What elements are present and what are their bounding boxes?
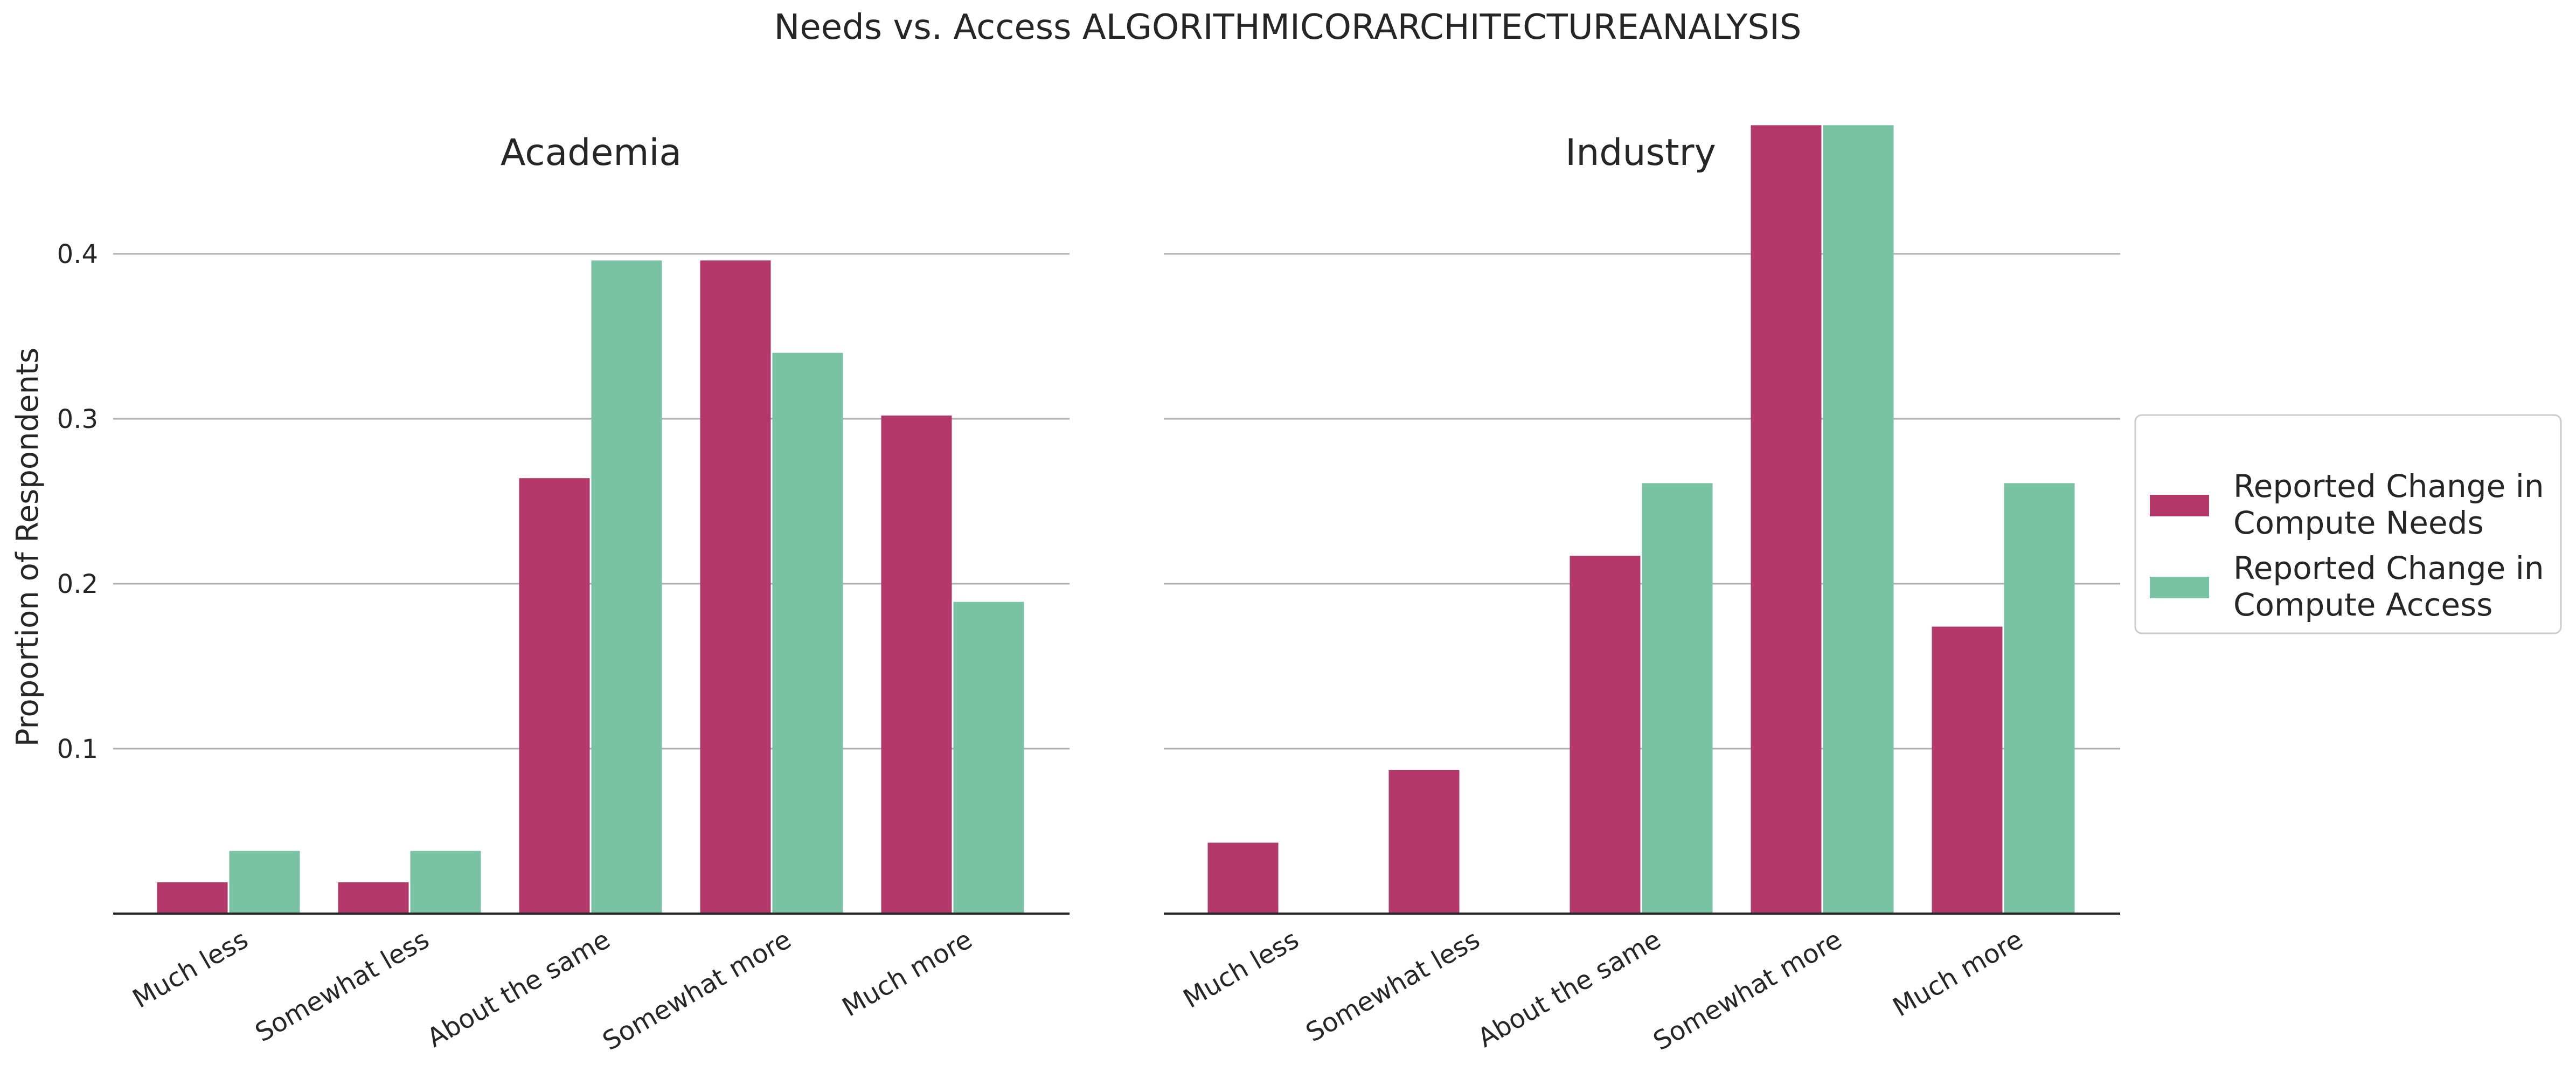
panel-title-academia: Academia: [501, 132, 682, 174]
x-tick-label: Somewhat more: [598, 924, 796, 1056]
bar-access: [1642, 483, 1713, 914]
x-tick-label: Much more: [837, 924, 977, 1023]
panel-title-industry: Industry: [1565, 132, 1716, 174]
legend-swatch-needs: [2150, 495, 2209, 516]
x-tick-label: Much less: [128, 924, 253, 1014]
bar-access: [2004, 483, 2075, 914]
legend-label-needs: Reported Change in Compute Needs: [2233, 468, 2554, 541]
x-tick-label: About the same: [1473, 924, 1666, 1053]
panel-academia: Academia 0.10.20.30.4 Much lessSomewhat …: [57, 132, 1070, 1056]
bar-needs: [157, 882, 228, 914]
x-tick-label: Somewhat less: [250, 924, 434, 1048]
bar-needs: [338, 882, 409, 914]
bar-needs: [1751, 125, 1822, 914]
bar-access: [1823, 125, 1894, 914]
academia-bars: [157, 260, 1024, 914]
bar-needs: [1388, 770, 1460, 914]
bar-needs: [1932, 626, 2003, 914]
y-axis-label: Proportion of Respondents: [10, 348, 45, 747]
bar-access: [410, 851, 481, 914]
x-tick-label: About the same: [422, 924, 615, 1053]
bar-needs: [519, 478, 590, 914]
legend-swatch-access: [2150, 577, 2209, 598]
x-tick-label: Somewhat less: [1301, 924, 1485, 1048]
industry-bars: [1207, 125, 2075, 914]
x-tick-label: Somewhat more: [1648, 924, 1847, 1056]
y-tick-label: 0.4: [57, 239, 98, 270]
x-tick-label: Much less: [1178, 924, 1304, 1014]
chart-title: Needs vs. Access ALGORITHMICORARCHITECTU…: [774, 8, 1802, 47]
legend-label-access: Reported Change in Compute Access: [2233, 550, 2554, 623]
bar-needs: [881, 415, 952, 914]
bar-needs: [1570, 555, 1641, 914]
x-tick-label: Much more: [1888, 924, 2028, 1023]
legend: Reported Change in Compute Needs Reporte…: [2134, 414, 2562, 634]
bar-access: [229, 851, 300, 914]
bar-access: [953, 602, 1024, 914]
bar-needs: [1207, 842, 1279, 914]
bar-access: [591, 260, 662, 914]
y-tick-label: 0.2: [57, 569, 98, 599]
legend-frame: [2134, 414, 2562, 634]
y-tick-label: 0.1: [57, 734, 98, 764]
academia-y-tick-labels: 0.1 0.2 0.3 0.4: [57, 239, 98, 764]
bar-needs: [700, 260, 771, 914]
y-tick-label: 0.3: [57, 404, 98, 434]
bar-access: [772, 353, 843, 914]
